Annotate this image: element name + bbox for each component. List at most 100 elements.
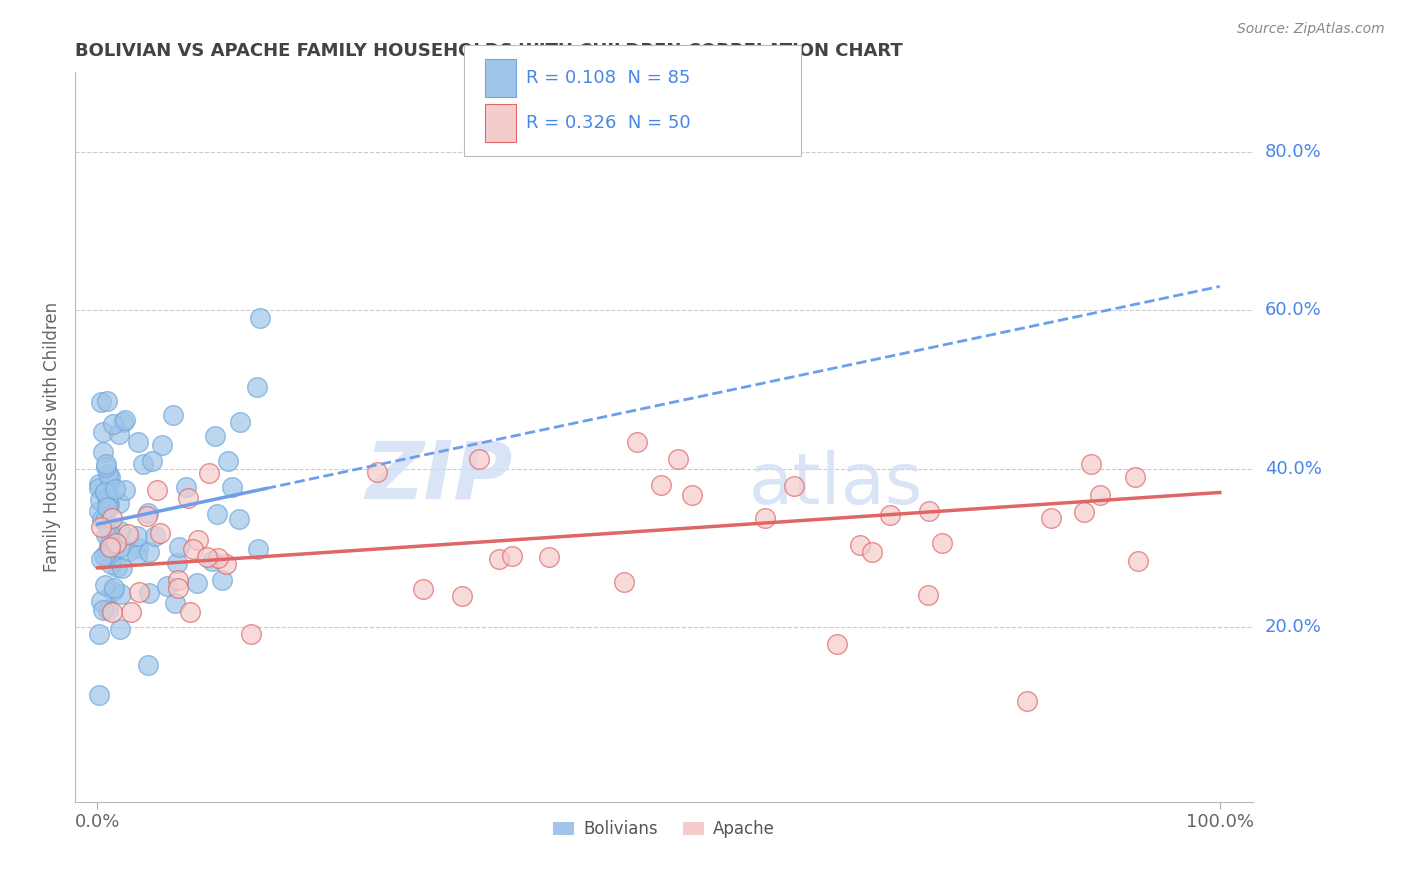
Bolivians (94, 485, 117, 500)
Text: 20.0%: 20.0% (1264, 618, 1322, 636)
Apache (198, 467, 221, 481)
Apache (183, 542, 205, 557)
Apache (239, 626, 262, 640)
Bolivians (131, 457, 153, 471)
Apache (215, 557, 238, 571)
Bolivians (167, 540, 190, 554)
Bolivians (138, 545, 160, 559)
Bolivians (127, 541, 149, 555)
Text: Source: ZipAtlas.com: Source: ZipAtlas.com (1237, 22, 1385, 37)
Bolivians (91, 425, 114, 439)
Bolivians (101, 584, 124, 599)
Bolivians (87, 481, 110, 495)
Text: 60.0%: 60.0% (1264, 301, 1322, 319)
Text: 80.0%: 80.0% (1264, 143, 1322, 161)
Bolivians (162, 408, 184, 422)
Bolivians (97, 544, 120, 558)
Bolivians (125, 529, 148, 543)
Bolivians (111, 561, 134, 575)
Legend: Bolivians, Apache: Bolivians, Apache (547, 813, 782, 845)
Apache (149, 525, 172, 540)
Bolivians (150, 437, 173, 451)
Bolivians (165, 597, 187, 611)
Bolivians (96, 457, 118, 471)
Bolivians (105, 535, 128, 549)
Apache (917, 588, 939, 602)
Apache (1088, 488, 1111, 502)
Apache (931, 536, 953, 550)
Bolivians (97, 497, 120, 511)
Apache (366, 465, 388, 479)
Bolivians (94, 550, 117, 565)
Apache (450, 590, 472, 604)
Bolivians (101, 417, 124, 431)
Apache (166, 581, 188, 595)
Bolivians (229, 415, 252, 429)
Bolivians (98, 528, 121, 542)
Bolivians (138, 586, 160, 600)
Bolivians (90, 512, 112, 526)
Apache (860, 545, 883, 559)
Bolivians (87, 688, 110, 702)
Apache (136, 508, 159, 523)
Bolivians (108, 426, 131, 441)
Bolivians (90, 552, 112, 566)
Bolivians (100, 475, 122, 490)
Apache (1126, 554, 1149, 568)
Bolivians (156, 579, 179, 593)
Apache (128, 585, 150, 599)
Bolivians (87, 504, 110, 518)
Apache (681, 488, 703, 502)
Apache (167, 574, 190, 588)
Bolivians (96, 460, 118, 475)
Bolivians (91, 445, 114, 459)
Apache (1040, 511, 1063, 525)
Apache (879, 508, 901, 523)
Bolivians (186, 575, 208, 590)
Bolivians (217, 454, 239, 468)
Apache (650, 478, 672, 492)
Bolivians (94, 485, 117, 500)
Bolivians (103, 581, 125, 595)
Bolivians (114, 413, 136, 427)
Bolivians (221, 480, 243, 494)
Bolivians (97, 467, 120, 481)
Apache (1080, 457, 1102, 471)
Apache (1073, 505, 1095, 519)
Apache (187, 533, 209, 547)
Bolivians (117, 543, 139, 558)
Bolivians (249, 310, 271, 325)
Apache (98, 541, 121, 555)
Bolivians (96, 500, 118, 514)
Apache (177, 491, 200, 505)
Bolivians (96, 394, 118, 409)
Bolivians (98, 470, 121, 484)
Apache (626, 435, 648, 450)
Bolivians (96, 492, 118, 507)
Bolivians (108, 524, 131, 538)
Bolivians (89, 492, 111, 507)
Bolivians (111, 415, 134, 429)
Bolivians (136, 658, 159, 673)
Bolivians (100, 531, 122, 545)
Bolivians (110, 587, 132, 601)
Bolivians (108, 496, 131, 510)
Bolivians (97, 491, 120, 505)
Apache (207, 550, 229, 565)
Bolivians (143, 529, 166, 543)
Text: BOLIVIAN VS APACHE FAMILY HOUSEHOLDS WITH CHILDREN CORRELATION CHART: BOLIVIAN VS APACHE FAMILY HOUSEHOLDS WIT… (75, 42, 903, 60)
Bolivians (104, 483, 127, 497)
Bolivians (136, 506, 159, 520)
Bolivians (105, 560, 128, 574)
Bolivians (110, 622, 132, 636)
Apache (197, 550, 219, 565)
Bolivians (247, 542, 270, 557)
Apache (666, 451, 689, 466)
Apache (827, 637, 849, 651)
Apache (849, 537, 872, 551)
Bolivians (211, 573, 233, 587)
Bolivians (174, 480, 197, 494)
Text: ZIP: ZIP (366, 438, 513, 516)
Bolivians (127, 435, 149, 450)
Apache (412, 582, 434, 596)
